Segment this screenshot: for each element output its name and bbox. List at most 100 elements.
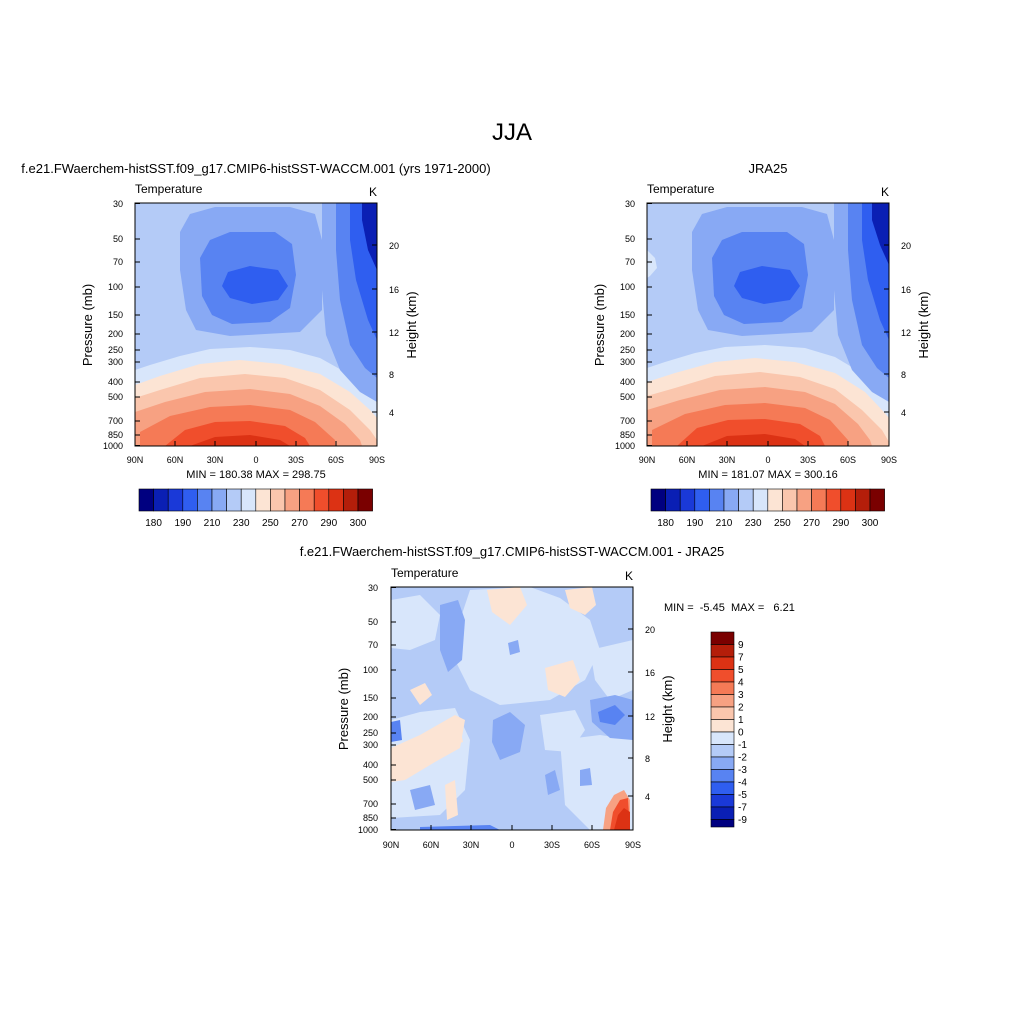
diff-cool-4 <box>391 720 402 742</box>
units-label: K <box>369 185 377 199</box>
min-max-label: MIN = 180.38 MAX = 298.75 <box>186 469 325 481</box>
y-tick-500: 500 <box>620 392 652 402</box>
y-tick-70: 70 <box>368 640 396 650</box>
height-tick-label: 4 <box>389 408 394 418</box>
colorbar-swatch <box>211 488 227 512</box>
diff-warm-left-2 <box>410 683 432 705</box>
colorbar-swatch <box>710 644 735 658</box>
y-tick-150: 150 <box>363 693 396 703</box>
y-tick-100: 100 <box>363 665 396 675</box>
colorbar-label: -3 <box>738 765 747 776</box>
colorbar-label: 210 <box>716 518 733 529</box>
y-tick-70: 70 <box>113 257 140 267</box>
y-tick-label: 70 <box>625 257 635 267</box>
y-tick-1000: 1000 <box>103 441 140 451</box>
y-tick-150: 150 <box>108 310 140 320</box>
height-tick-label: 12 <box>389 328 399 338</box>
colorbar-label: -5 <box>738 790 747 801</box>
height-tick-12: 12 <box>372 328 399 338</box>
x-tick-label: 30N <box>719 455 736 465</box>
height-axis: 20 16 12 8 4 <box>628 625 655 802</box>
y-tick-label: 150 <box>363 693 378 703</box>
height-tick-label: 20 <box>901 241 911 251</box>
height-tick-8: 8 <box>884 370 906 380</box>
height-tick-label: 16 <box>901 285 911 295</box>
y-axis-label: Pressure (mb) <box>336 668 351 750</box>
colorbar-swatch <box>710 744 735 758</box>
x-tick-90S: 90S <box>881 441 897 465</box>
x-tick-60N: 60N <box>423 825 439 850</box>
y-tick-150: 150 <box>620 310 652 320</box>
colorbar-swatch <box>665 488 681 512</box>
y-tick-label: 850 <box>620 430 635 440</box>
colorbar-swatch <box>182 488 198 512</box>
x-tick-30S: 30S <box>288 441 304 465</box>
panel-difference: f.e21.FWaerchem-histSST.f09_g17.CMIP6-hi… <box>300 544 795 850</box>
contour-field <box>647 203 889 446</box>
y-tick-label: 500 <box>108 392 123 402</box>
colorbar-swatch <box>752 488 769 512</box>
x-tick-30S: 30S <box>800 441 816 465</box>
panel-title: JRA25 <box>748 161 787 176</box>
colorbar-swatch <box>723 488 739 512</box>
diff-cool-2 <box>492 712 525 760</box>
variable-label: Temperature <box>135 182 203 196</box>
y-tick-300: 300 <box>363 740 396 750</box>
contour-band-polar4 <box>872 203 889 265</box>
height-tick-label: 12 <box>901 328 911 338</box>
y-tick-200: 200 <box>620 329 652 339</box>
y-tick-label: 300 <box>363 740 378 750</box>
diff-near-zero-6 <box>590 640 633 700</box>
diff-cool-6 <box>508 640 520 655</box>
x-tick-label: 90N <box>639 455 656 465</box>
y-tick-label: 400 <box>108 377 123 387</box>
contour-field <box>135 203 377 446</box>
diff-near-zero-5 <box>540 710 585 752</box>
y-tick-label: 1000 <box>103 441 123 451</box>
y-tick-label: 850 <box>108 430 123 440</box>
contour-band-cold3 <box>734 266 800 304</box>
colorbar-label: -7 <box>738 803 747 814</box>
diff-cool-9 <box>410 785 435 810</box>
contour-band-warm7 <box>702 434 805 446</box>
diff-warm-left-1 <box>391 715 465 782</box>
y-tick-200: 200 <box>108 329 140 339</box>
contour-field <box>391 587 633 830</box>
x-tick-90S: 90S <box>625 825 641 850</box>
y-tick-label: 700 <box>108 416 123 426</box>
height-tick-8: 8 <box>372 370 394 380</box>
colorbar-swatch <box>197 488 213 512</box>
y-tick-50: 50 <box>368 617 396 627</box>
height-axis: 20 16 12 8 4 <box>884 241 911 418</box>
diff-warm-antarctic-3 <box>614 808 630 830</box>
y-tick-label: 200 <box>620 329 635 339</box>
y-tick-label: 400 <box>620 377 635 387</box>
y-tick-30: 30 <box>625 199 652 209</box>
x-tick-0: 0 <box>765 441 771 465</box>
diff-cool-8 <box>580 768 592 786</box>
x-tick-label: 0 <box>253 455 258 465</box>
y-tick-250: 250 <box>620 345 652 355</box>
height-tick-label: 16 <box>645 668 655 678</box>
x-tick-30S: 30S <box>544 825 560 850</box>
colorbar-swatch <box>767 488 783 512</box>
colorbar-swatch <box>710 631 735 645</box>
colorbar-swatch <box>357 488 373 512</box>
x-tick-90S: 90S <box>369 441 385 465</box>
colorbar-swatch <box>710 669 735 683</box>
diff-cool-5 <box>598 705 625 725</box>
y-tick-70: 70 <box>625 257 652 267</box>
colorbar-label: 230 <box>233 518 250 529</box>
y-tick-label: 700 <box>620 416 635 426</box>
x-tick-label: 90S <box>369 455 385 465</box>
pressure-axis: 30 50 70 100 150 200 250 300 400 500 700… <box>615 199 652 451</box>
colorbar-swatch <box>710 731 735 745</box>
colorbar-swatch <box>869 488 885 512</box>
x-tick-90N: 90N <box>383 825 399 850</box>
colorbar-label: 5 <box>738 665 744 676</box>
y-tick-label: 30 <box>625 199 635 209</box>
x-tick-60S: 60S <box>584 825 600 850</box>
colorbar-swatch <box>710 681 735 695</box>
colorbar-swatch <box>710 656 735 670</box>
y-tick-label: 1000 <box>358 825 378 835</box>
